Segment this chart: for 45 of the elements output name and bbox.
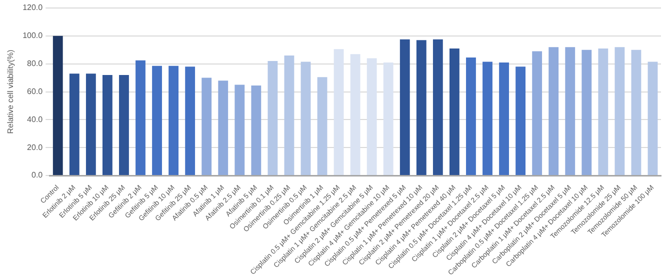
bar [119, 75, 129, 176]
bar [631, 50, 642, 176]
bar [251, 85, 262, 176]
bar [300, 62, 311, 176]
bar [532, 51, 542, 176]
bar [416, 40, 426, 176]
bar [152, 66, 162, 176]
y-tick-label: 60.0 [27, 86, 44, 96]
bar [516, 66, 526, 176]
bar [482, 62, 492, 176]
y-tick-label: 100.0 [22, 31, 44, 40]
bar [614, 47, 625, 176]
bar [202, 78, 212, 176]
bar [432, 39, 443, 176]
bar [598, 48, 608, 176]
bar [548, 47, 559, 176]
bar [400, 39, 410, 176]
y-tick-label: 80.0 [27, 59, 44, 68]
bar [499, 62, 509, 176]
y-tick-label: 0.0 [31, 170, 44, 180]
bar [449, 48, 460, 176]
bar [52, 36, 63, 176]
bar [168, 66, 179, 176]
bar [366, 58, 377, 176]
y-axis-title: Relative cell viability(%) [6, 49, 16, 134]
bar [284, 55, 294, 176]
bar [582, 50, 592, 176]
y-tick-label: 20.0 [27, 142, 44, 152]
bar [565, 47, 576, 176]
bar [648, 62, 658, 176]
bar [334, 49, 344, 176]
y-tick-label: 40.0 [27, 114, 44, 124]
bar [86, 74, 96, 176]
bar [466, 58, 476, 176]
bar [102, 75, 112, 176]
bar [317, 77, 328, 176]
bar [185, 66, 196, 176]
bar [383, 62, 394, 176]
bar [234, 84, 245, 176]
bar [268, 61, 278, 176]
y-tick-label: 120.0 [22, 3, 44, 12]
bar [350, 54, 360, 176]
bar [136, 60, 146, 176]
bar [218, 80, 228, 176]
bar [69, 74, 80, 176]
